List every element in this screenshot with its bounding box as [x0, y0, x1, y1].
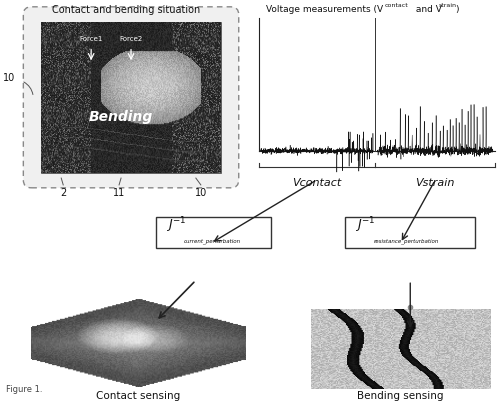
Text: current_perturbation: current_perturbation — [184, 239, 241, 244]
Text: 2: 2 — [60, 188, 66, 198]
Text: 10: 10 — [194, 188, 207, 198]
Text: Bending: Bending — [89, 110, 153, 124]
Text: $J^{-1}$: $J^{-1}$ — [166, 215, 186, 235]
Bar — [346, 217, 475, 248]
Text: Contact and bending situation: Contact and bending situation — [52, 5, 200, 15]
Text: 10: 10 — [3, 73, 16, 83]
Text: Vcontact: Vcontact — [292, 178, 341, 188]
Text: strain: strain — [438, 3, 456, 8]
Text: Voltage measurements (V: Voltage measurements (V — [266, 5, 383, 14]
Text: ): ) — [455, 5, 458, 14]
Text: Contact sensing: Contact sensing — [96, 391, 180, 401]
Text: 11: 11 — [113, 188, 125, 198]
Text: contact: contact — [384, 3, 408, 8]
FancyBboxPatch shape — [24, 7, 238, 188]
Text: $J^{-1}$: $J^{-1}$ — [356, 215, 376, 235]
Text: Force2: Force2 — [120, 36, 142, 42]
Bar — [42, 22, 221, 173]
Text: Force1: Force1 — [80, 36, 103, 42]
Text: resistance_perturbation: resistance_perturbation — [374, 239, 438, 244]
Text: Bending sensing: Bending sensing — [357, 391, 444, 401]
Text: Vstrain: Vstrain — [416, 178, 455, 188]
Text: and V: and V — [413, 5, 442, 14]
Bar — [156, 217, 270, 248]
Text: Figure 1.: Figure 1. — [6, 385, 43, 394]
